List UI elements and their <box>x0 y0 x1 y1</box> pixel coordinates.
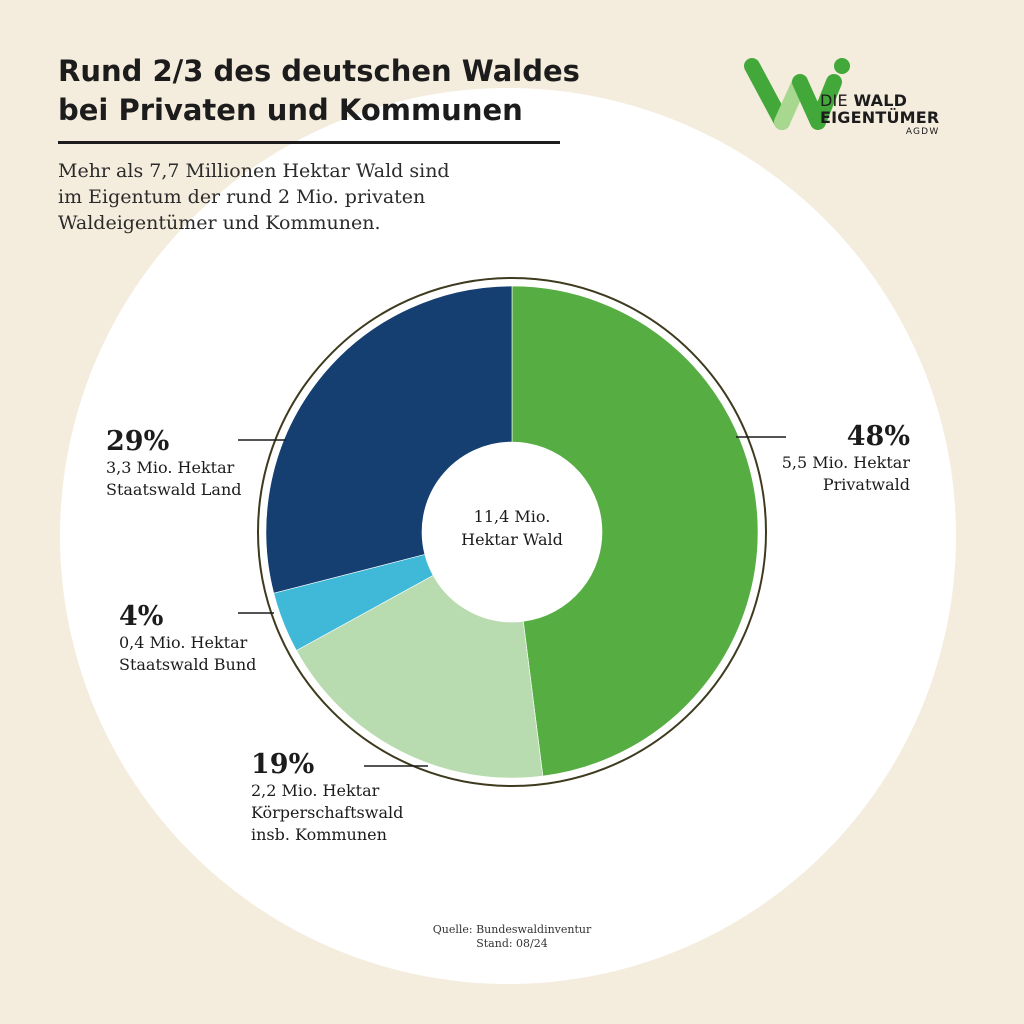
logo-wordmark: DIE WALD EIGENTÜMER AGDW <box>820 92 939 138</box>
background-circle <box>60 88 956 984</box>
slice-name-koerperschaftswald-2: insb. Kommunen <box>251 825 387 844</box>
center-label-line-2: Hektar Wald <box>461 530 563 549</box>
logo-w-right-stroke <box>792 74 842 130</box>
donut-slice-staatswald-land <box>265 285 513 594</box>
donut-slice-privatwald <box>511 285 759 777</box>
source-line-1: Quelle: Bundeswaldinventur <box>432 923 592 936</box>
logo-line-3: AGDW <box>905 127 940 137</box>
slice-value-staatswald-bund: 0,4 Mio. Hektar <box>119 633 248 652</box>
source-note: Quelle: Bundeswaldinventur Stand: 08/24 <box>412 923 612 951</box>
logo-line-2: EIGENTÜMER <box>820 108 940 127</box>
chart-title: Rund 2/3 des deutschen Waldes bei Privat… <box>58 52 598 130</box>
title-line-1: Rund 2/3 des deutschen Waldes <box>58 54 580 88</box>
donut-center-label: 11,4 Mio. Hektar Wald <box>437 505 587 551</box>
slice-percent-koerperschaftswald: 19% <box>251 749 315 780</box>
logo-dot <box>834 58 850 74</box>
slice-label-koerperschaftswald: 19% 2,2 Mio. Hektar Körperschaftswald in… <box>251 750 451 846</box>
slice-label-staatswald-land: 29% 3,3 Mio. Hektar Staatswald Land <box>106 427 286 501</box>
slice-value-privatwald: 5,5 Mio. Hektar <box>781 453 910 472</box>
title-divider <box>58 141 560 144</box>
slice-name-staatswald-bund: Staatswald Bund <box>119 655 257 674</box>
slice-name-koerperschaftswald-1: Körperschaftswald <box>251 803 404 822</box>
center-label-line-1: 11,4 Mio. <box>473 507 551 526</box>
logo-die: DIE <box>820 91 848 110</box>
agdw-logo-mark <box>744 58 850 130</box>
slice-value-koerperschaftswald: 2,2 Mio. Hektar <box>251 781 380 800</box>
subtitle-line-2: im Eigentum der rund 2 Mio. privaten <box>58 186 426 208</box>
slice-percent-staatswald-bund: 4% <box>119 601 164 632</box>
subtitle-line-1: Mehr als 7,7 Millionen Hektar Wald sind <box>58 160 450 182</box>
donut-slice-koerperschaftswald <box>296 574 544 779</box>
logo-w-left-stroke <box>744 58 790 130</box>
source-line-2: Stand: 08/24 <box>476 937 548 950</box>
slice-percent-staatswald-land: 29% <box>106 426 170 457</box>
slice-name-privatwald: Privatwald <box>822 475 910 494</box>
slice-value-staatswald-land: 3,3 Mio. Hektar <box>106 458 235 477</box>
title-line-2: bei Privaten und Kommunen <box>58 93 523 127</box>
chart-subtitle: Mehr als 7,7 Millionen Hektar Wald sind … <box>58 158 518 236</box>
slice-name-staatswald-land: Staatswald Land <box>106 480 242 499</box>
slice-label-staatswald-bund: 4% 0,4 Mio. Hektar Staatswald Bund <box>119 602 299 676</box>
donut-outline-ring <box>257 277 767 787</box>
subtitle-line-3: Waldeigentümer und Kommunen. <box>58 212 381 234</box>
logo-wald: WALD <box>853 91 908 110</box>
slice-label-privatwald: 48% 5,5 Mio. Hektar Privatwald <box>740 422 910 496</box>
slice-percent-privatwald: 48% <box>846 421 910 452</box>
logo-line-1: DIE WALD <box>820 92 939 109</box>
